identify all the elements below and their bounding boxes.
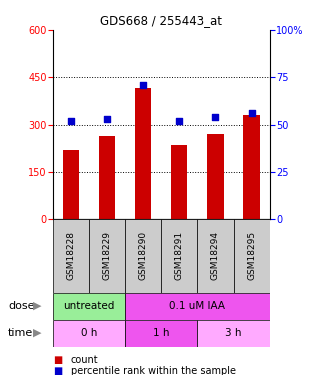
Bar [207, 134, 224, 219]
Point [213, 114, 218, 120]
Bar [99, 136, 115, 219]
Bar [161, 219, 197, 292]
Text: GSM18295: GSM18295 [247, 231, 256, 280]
Bar [63, 150, 79, 219]
Text: GDS668 / 255443_at: GDS668 / 255443_at [100, 14, 221, 27]
Bar [53, 292, 125, 320]
Bar [125, 320, 197, 346]
Point [141, 82, 146, 88]
Text: count: count [71, 356, 98, 365]
Bar [89, 219, 125, 292]
Bar [53, 320, 125, 346]
Text: GSM18294: GSM18294 [211, 231, 220, 280]
Point [249, 110, 254, 116]
Text: 0.1 uM IAA: 0.1 uM IAA [169, 301, 225, 311]
Bar [125, 292, 270, 320]
Text: 0 h: 0 h [81, 328, 97, 338]
Text: time: time [8, 328, 33, 338]
Text: dose: dose [8, 301, 35, 311]
Point [105, 116, 110, 122]
Text: percentile rank within the sample: percentile rank within the sample [71, 366, 236, 375]
Bar [197, 219, 234, 292]
Text: 1 h: 1 h [153, 328, 169, 338]
Bar [125, 219, 161, 292]
Text: ■: ■ [53, 366, 62, 375]
Bar [53, 219, 89, 292]
Text: ▶: ▶ [33, 328, 41, 338]
Text: 3 h: 3 h [225, 328, 242, 338]
Text: GSM18229: GSM18229 [103, 231, 112, 280]
Bar [135, 88, 152, 219]
Bar [234, 219, 270, 292]
Bar [197, 320, 270, 346]
Point [68, 118, 74, 124]
Text: ■: ■ [53, 356, 62, 365]
Bar [171, 145, 187, 219]
Text: untreated: untreated [63, 301, 115, 311]
Point [177, 118, 182, 124]
Text: GSM18290: GSM18290 [139, 231, 148, 280]
Text: ▶: ▶ [33, 301, 41, 311]
Text: GSM18228: GSM18228 [66, 231, 75, 280]
Text: GSM18291: GSM18291 [175, 231, 184, 280]
Bar [243, 115, 260, 219]
